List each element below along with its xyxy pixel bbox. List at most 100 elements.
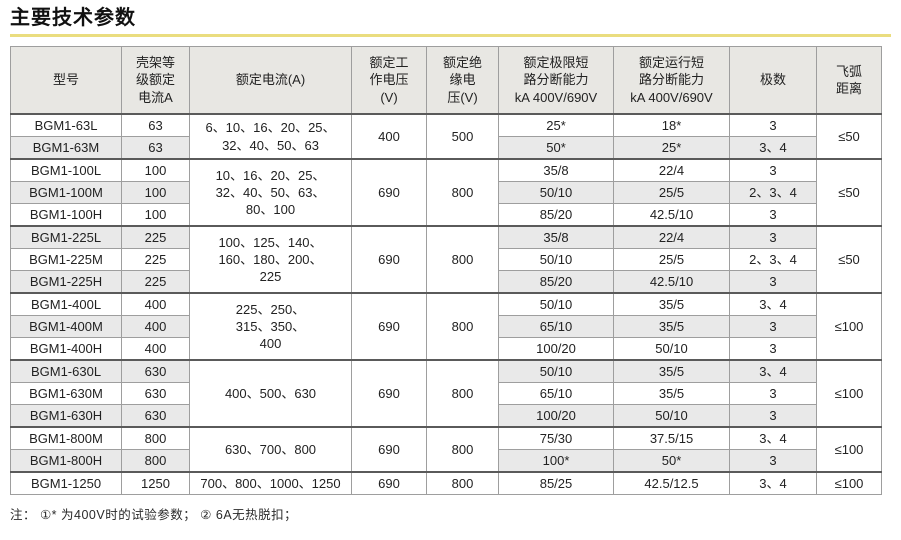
specs-table: 型号 壳架等 级额定 电流A 额定电流(A) 额定工 作电压 (V) 额定绝 缘电 压(… (10, 46, 882, 495)
cell-model: BGM1-800M (10, 426, 122, 450)
cell-frame-current: 225 (121, 225, 190, 249)
cell-model: BGM1-800H (10, 449, 122, 473)
cell-insulation-voltage: 800 (426, 292, 499, 361)
cell-model: BGM1-100M (10, 181, 122, 204)
cell-model: BGM1-63L (10, 113, 122, 137)
cell-service-breaking: 22/4 (613, 158, 730, 182)
cell-poles: 3、4 (729, 136, 817, 160)
cell-frame-current: 400 (121, 292, 190, 316)
cell-ultimate-breaking: 85/25 (498, 471, 614, 495)
column-header-arc_distance: 飞弧 距离 (816, 46, 882, 115)
table-row: BGM1-100L 100 10、16、20、25、 32、40、50、63、 80… (10, 158, 882, 227)
column-header-poles: 极数 (729, 46, 817, 115)
cell-service-breaking: 35/5 (613, 315, 730, 338)
cell-poles: 3 (729, 337, 817, 361)
cell-service-breaking: 35/5 (613, 382, 730, 405)
cell-arc-distance: ≤50 (816, 225, 882, 294)
table-row: BGM1-400H 400 100/20 50/10 3 (10, 337, 882, 361)
title-underline (10, 34, 891, 37)
cell-ultimate-breaking: 100/20 (498, 337, 614, 361)
table-row: BGM1-225H 225 85/20 42.5/10 3 (10, 270, 882, 294)
cell-ultimate-breaking: 25* (498, 113, 614, 137)
cell-rated-current: 400、500、630 (189, 359, 352, 428)
table-row: BGM1-800H 800 100* 50* 3 (10, 449, 882, 473)
table-row: BGM1-400M 400 65/10 35/5 3 (10, 315, 882, 338)
cell-insulation-voltage: 800 (426, 158, 499, 227)
cell-frame-current: 800 (121, 426, 190, 450)
cell-model: BGM1-630L (10, 359, 122, 383)
cell-poles: 3 (729, 270, 817, 294)
cell-service-breaking: 25/5 (613, 181, 730, 204)
cell-frame-current: 100 (121, 181, 190, 204)
cell-model: BGM1-400M (10, 315, 122, 338)
cell-model: BGM1-630H (10, 404, 122, 428)
cell-working-voltage: 690 (351, 292, 427, 361)
cell-model: BGM1-400H (10, 337, 122, 361)
cell-ultimate-breaking: 50/10 (498, 292, 614, 316)
table-row: BGM1-63M 63 50* 25* 3、4 (10, 136, 882, 160)
cell-model: BGM1-1250 (10, 471, 122, 495)
table-row: BGM1-63L 63 6、10、16、20、25、 32、40、50、63 400 5… (10, 113, 882, 160)
table-row: BGM1-225L 225 100、125、140、 160、180、200、 22… (10, 225, 882, 294)
table-row: BGM1-225M 225 50/10 25/5 2、3、4 (10, 248, 882, 271)
cell-working-voltage: 690 (351, 158, 427, 227)
table-row: BGM1-630L 630 400、500、630 690 800 50/10 35/5 3、… (10, 359, 882, 428)
cell-model: BGM1-400L (10, 292, 122, 316)
column-header-insulation_voltage: 额定绝 缘电 压(V) (426, 46, 499, 115)
cell-ultimate-breaking: 65/10 (498, 315, 614, 338)
cell-poles: 3 (729, 382, 817, 405)
table-row: BGM1-630M 630 65/10 35/5 3 (10, 382, 882, 405)
cell-poles: 2、3、4 (729, 248, 817, 271)
cell-service-breaking: 50/10 (613, 337, 730, 361)
cell-rated-current: 225、250、 315、350、 400 (189, 292, 352, 361)
cell-poles: 3 (729, 203, 817, 227)
cell-ultimate-breaking: 50/10 (498, 359, 614, 383)
page-title: 主要技术参数 (10, 7, 136, 29)
cell-service-breaking: 25/5 (613, 248, 730, 271)
cell-service-breaking: 42.5/12.5 (613, 471, 730, 495)
cell-service-breaking: 42.5/10 (613, 270, 730, 294)
column-header-frame_current: 壳架等 级额定 电流A (121, 46, 190, 115)
specs-body: BGM1-63L 63 6、10、16、20、25、 32、40、50、63 400 5… (10, 113, 882, 495)
cell-arc-distance: ≤100 (816, 471, 882, 495)
cell-model: BGM1-100H (10, 203, 122, 227)
cell-frame-current: 400 (121, 315, 190, 338)
table-row: BGM1-800M 800 630、700、800 690 800 75/30 37.5/1… (10, 426, 882, 473)
footnote: 注： ①* 为400V时的试验参数； ② 6A无热脱扣； (10, 508, 298, 522)
cell-rated-current: 6、10、16、20、25、 32、40、50、63 (189, 113, 352, 160)
cell-working-voltage: 690 (351, 359, 427, 428)
table-row: BGM1-400L 400 225、250、 315、350、 400 690 800 5… (10, 292, 882, 361)
cell-service-breaking: 37.5/15 (613, 426, 730, 450)
cell-ultimate-breaking: 50/10 (498, 181, 614, 204)
column-header-working_voltage: 额定工 作电压 (V) (351, 46, 427, 115)
cell-poles: 3 (729, 315, 817, 338)
cell-insulation-voltage: 800 (426, 225, 499, 294)
cell-working-voltage: 400 (351, 113, 427, 160)
cell-poles: 3、4 (729, 426, 817, 450)
cell-frame-current: 1250 (121, 471, 190, 495)
cell-ultimate-breaking: 75/30 (498, 426, 614, 450)
cell-frame-current: 630 (121, 382, 190, 405)
cell-service-breaking: 50* (613, 449, 730, 473)
cell-ultimate-breaking: 35/8 (498, 158, 614, 182)
cell-arc-distance: ≤100 (816, 359, 882, 428)
table-row: BGM1-100H 100 85/20 42.5/10 3 (10, 203, 882, 227)
column-header-rated_current: 额定电流(A) (189, 46, 352, 115)
cell-frame-current: 800 (121, 449, 190, 473)
cell-frame-current: 630 (121, 404, 190, 428)
cell-arc-distance: ≤50 (816, 158, 882, 227)
cell-rated-current: 100、125、140、 160、180、200、 225 (189, 225, 352, 294)
cell-arc-distance: ≤100 (816, 292, 882, 361)
cell-service-breaking: 42.5/10 (613, 203, 730, 227)
cell-ultimate-breaking: 100* (498, 449, 614, 473)
table-row: BGM1-630H 630 100/20 50/10 3 (10, 404, 882, 428)
cell-model: BGM1-63M (10, 136, 122, 160)
cell-poles: 3 (729, 404, 817, 428)
cell-ultimate-breaking: 85/20 (498, 203, 614, 227)
cell-ultimate-breaking: 35/8 (498, 225, 614, 249)
cell-poles: 3、4 (729, 359, 817, 383)
cell-poles: 3 (729, 449, 817, 473)
cell-frame-current: 100 (121, 203, 190, 227)
cell-model: BGM1-100L (10, 158, 122, 182)
cell-model: BGM1-630M (10, 382, 122, 405)
